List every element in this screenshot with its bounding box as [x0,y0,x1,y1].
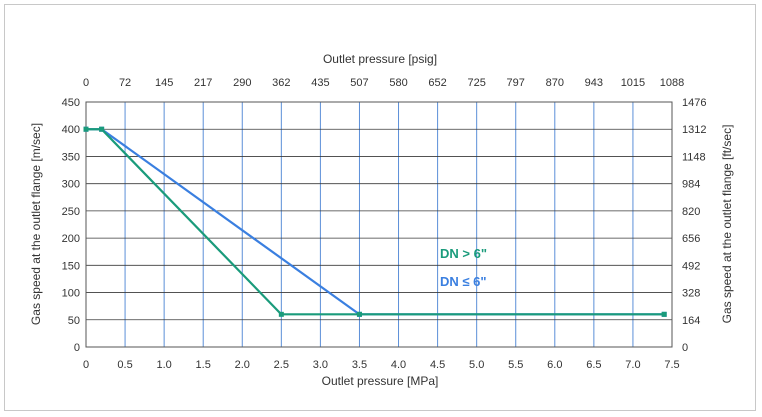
plot-area-border [85,101,673,348]
y-right-tick-label: 1312 [682,124,706,136]
y-left-tick-label: 250 [62,206,80,218]
x-axis-bottom-title: Outlet pressure [MPa] [322,374,439,388]
series-line [86,128,665,316]
series-point [661,311,667,317]
series-line [86,128,665,316]
x-top-tick-label: 435 [311,77,329,89]
x-top-tick-label: 797 [507,77,525,89]
left-tick-labels: 0 50 100 150 200 250 300 350 400 450 [62,97,80,354]
x-top-tick-label: 1015 [621,77,645,89]
plot-border [85,101,673,348]
x-bottom-tick-label: 0.5 [117,359,132,371]
x-top-tick-label: 652 [428,77,446,89]
x-top-tick-label: 580 [389,77,407,89]
x-top-tick-label: 72 [119,77,131,89]
y-right-tick-label: 984 [682,179,700,191]
y-right-tick-label: 820 [682,206,700,218]
y-left-tick-label: 100 [62,288,80,300]
y-right-tick-label: 328 [682,288,700,300]
x-bottom-tick-label: 5.0 [469,359,484,371]
x-top-tick-label: 0 [83,77,89,89]
y-left-tick-label: 400 [62,124,80,136]
x-top-tick-label: 870 [546,77,564,89]
x-axis-top-title: Outlet pressure [psig] [323,52,437,66]
y-axis-left-title: Gas speed at the outlet flange [m/sec] [29,123,43,325]
top-tick-labels: 0 72 145 217 290 362 435 507 580 652 725 797 870 943 1… [83,77,684,89]
y-right-tick-label: 1476 [682,97,706,109]
series-point [99,126,105,132]
y-left-tick-label: 150 [62,260,80,272]
y-right-tick-label: 164 [682,315,700,327]
legend-dn-le-6: DN ≤ 6" [440,274,487,289]
y-right-tick-label: 492 [682,260,700,272]
x-bottom-tick-label: 6.0 [547,359,562,371]
x-top-tick-label: 145 [155,77,173,89]
x-bottom-tick-label: 2.5 [274,359,289,371]
x-bottom-tick-label: 3.0 [313,359,328,371]
y-axis-right-title: Gas speed at the outlet flange [ft/sec] [720,125,734,324]
bottom-tick-labels: 0 0.5 1.0 1.5 2.0 2.5 3.0 3.5 4.0 4.5 5.0 5.5 6.0 6.5… [83,359,680,371]
x-top-tick-label: 507 [350,77,368,89]
x-bottom-tick-label: 0 [83,359,89,371]
grid [85,101,673,348]
y-left-tick-label: 300 [62,179,80,191]
y-left-tick-label: 0 [74,342,80,354]
x-bottom-tick-label: 3.5 [352,359,367,371]
x-bottom-tick-label: 2.0 [235,359,250,371]
x-bottom-tick-label: 6.5 [586,359,601,371]
chart-frame [4,4,756,411]
y-right-tick-label: 656 [682,233,700,245]
series-layer [83,126,667,317]
x-top-tick-label: 290 [233,77,251,89]
x-top-tick-label: 943 [585,77,603,89]
x-bottom-tick-label: 1.0 [156,359,171,371]
y-left-tick-label: 200 [62,233,80,245]
series-point [83,126,89,132]
y-left-tick-label: 50 [68,315,80,327]
y-right-tick-label: 1148 [682,151,706,163]
x-bottom-tick-label: 4.0 [391,359,406,371]
series-point [356,311,362,317]
x-top-tick-label: 217 [194,77,212,89]
y-left-tick-label: 450 [62,97,80,109]
x-top-tick-label: 1088 [660,77,684,89]
legend-dn-greater-6: DN > 6" [440,246,487,261]
x-bottom-tick-label: 7.0 [625,359,640,371]
right-tick-labels: 0 164 328 492 656 820 984 1148 1312 1476 [682,97,706,354]
series-point [278,311,284,317]
x-top-tick-label: 725 [467,77,485,89]
x-bottom-tick-label: 4.5 [430,359,445,371]
y-left-tick-label: 350 [62,151,80,163]
x-bottom-tick-label: 7.5 [664,359,679,371]
y-right-tick-label: 0 [682,342,688,354]
x-bottom-tick-label: 5.5 [508,359,523,371]
x-bottom-tick-label: 1.5 [196,359,211,371]
x-top-tick-label: 362 [272,77,290,89]
